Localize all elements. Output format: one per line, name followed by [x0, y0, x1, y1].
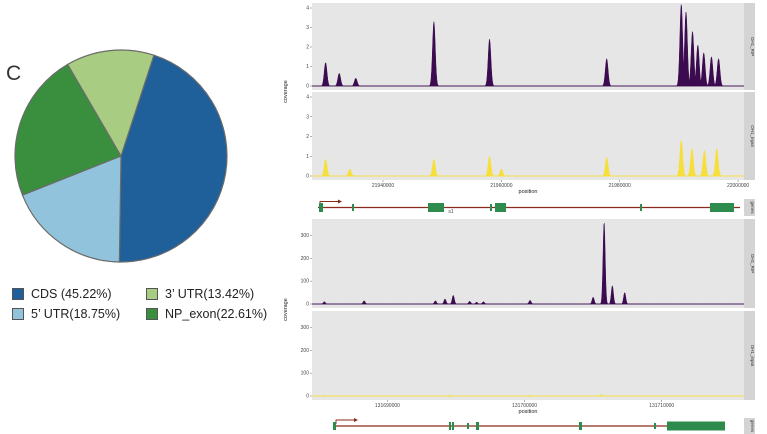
tss-arrowhead-2 — [354, 418, 358, 422]
exon — [452, 422, 454, 430]
legend-swatch-cds — [12, 288, 24, 300]
y-tick-label: 3 — [306, 25, 309, 31]
y-tick-label: 4 — [306, 6, 309, 12]
y-tick-label: 300 — [301, 325, 310, 331]
y-tick-label: 3 — [306, 114, 309, 120]
track-strip-2-1 — [744, 311, 755, 400]
track-panel-1-1 — [312, 92, 744, 180]
y-tick-label: 0 — [306, 394, 309, 400]
x-axis-label-1: position — [519, 189, 538, 195]
y-axis-label-1: coverage — [283, 80, 289, 103]
gene-strip-1 — [744, 199, 755, 216]
exon — [352, 204, 354, 211]
pie-slice-utr3 — [66, 49, 155, 158]
gene-strip-label-1: genes — [750, 201, 755, 214]
y-tick-label: 0 — [306, 302, 309, 308]
exon — [654, 423, 656, 429]
y-tick-label: 300 — [301, 233, 310, 239]
y-tick-label: 200 — [301, 256, 310, 262]
gene-strip-2 — [744, 418, 755, 434]
legend-label-utr3: 3’ UTR(13.42%) — [165, 287, 255, 301]
legend-label-utr5: 5’ UTR(18.75%) — [31, 307, 121, 321]
y-axis-label-2: coverage — [283, 298, 289, 321]
tss-arrowhead-1 — [338, 199, 342, 204]
x-tick-label: 22000000 — [727, 183, 749, 189]
exon — [319, 203, 323, 212]
track-name-2-0: OH1_RIP — [750, 254, 755, 273]
x-tick-label: 21940000 — [372, 183, 394, 189]
exon — [495, 203, 506, 212]
legend-item-cds: CDS (45.22%) — [12, 287, 112, 301]
y-tick-label: 1 — [306, 154, 309, 160]
exon — [467, 423, 469, 429]
exon — [579, 422, 582, 430]
legend-label-np-exon: NP_exon(22.61%) — [165, 307, 268, 321]
gene-strip-label-2: genes — [750, 420, 755, 433]
gene-label-1: s1 — [448, 209, 454, 215]
track-panel-2-0 — [312, 219, 744, 308]
legend-swatch-utr3 — [146, 288, 158, 300]
pie-slice-np_exon — [14, 63, 122, 196]
track-panel-1-0 — [312, 3, 744, 90]
panel-label: C — [6, 62, 22, 85]
x-tick-label: 131690000 — [375, 403, 400, 409]
legend-swatch-utr5 — [12, 308, 24, 320]
legend-label-cds: CDS (45.22%) — [31, 287, 112, 301]
exon — [449, 422, 451, 430]
pie-slice-cds — [118, 54, 228, 263]
y-tick-label: 2 — [306, 134, 309, 140]
track-strip-1-1 — [744, 92, 755, 180]
exon — [667, 421, 725, 431]
tss-arrow-2 — [335, 419, 356, 424]
exon — [710, 203, 734, 212]
track-name-1-0: OH1_RIP — [750, 37, 755, 56]
y-tick-label: 1 — [306, 64, 309, 70]
track-strip-1-0 — [744, 3, 755, 90]
exon — [428, 203, 444, 212]
y-tick-label: 100 — [301, 371, 310, 377]
track-name-1-1: OH1_input — [750, 125, 755, 147]
track-strip-2-0 — [744, 219, 755, 308]
track-name-2-1: OH1_input — [750, 345, 755, 367]
pie-chart — [14, 49, 228, 263]
y-tick-label: 200 — [301, 348, 310, 354]
legend-item-utr3: 3’ UTR(13.42%) — [146, 287, 254, 301]
exon — [490, 204, 492, 211]
legend-item-utr5: 5’ UTR(18.75%) — [12, 307, 120, 321]
x-tick-label: 131710000 — [649, 403, 674, 409]
y-tick-label: 100 — [301, 279, 310, 285]
y-tick-label: 0 — [306, 174, 309, 180]
y-tick-label: 2 — [306, 45, 309, 51]
legend-item-np-exon: NP_exon(22.61%) — [146, 307, 267, 321]
y-tick-label: 4 — [306, 95, 309, 101]
x-tick-label: 21980000 — [609, 183, 631, 189]
x-tick-label: 131700000 — [512, 403, 537, 409]
pie-slice-utr5 — [21, 155, 122, 263]
exon — [476, 422, 479, 430]
exon — [640, 204, 642, 211]
x-tick-label: 21960000 — [490, 183, 512, 189]
y-tick-label: 0 — [306, 84, 309, 90]
legend-swatch-np-exon — [146, 308, 158, 320]
x-axis-label-2: position — [519, 409, 538, 415]
track-panel-2-1 — [312, 311, 744, 400]
exon — [333, 422, 336, 430]
